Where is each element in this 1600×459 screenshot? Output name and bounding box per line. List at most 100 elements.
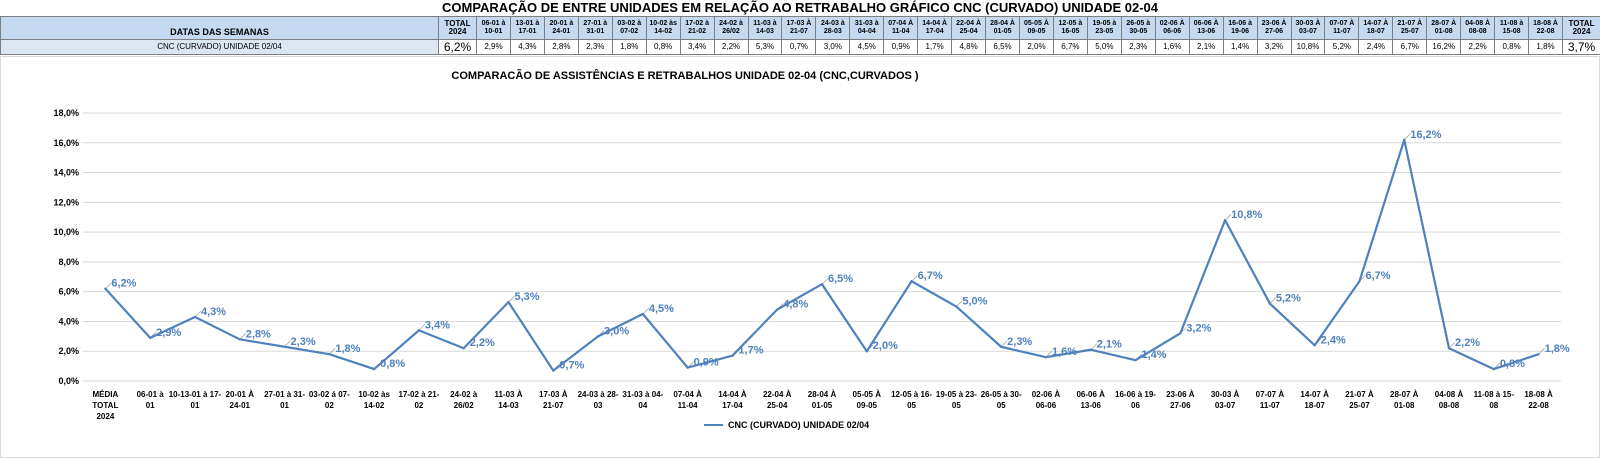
label-leader [419, 324, 426, 330]
week-header-cell: 07-04 À 11-04 [883, 16, 919, 40]
week-header-cell: 31-03 à 04-04 [849, 16, 885, 40]
x-tick-line: 16-06 à 19- [1115, 390, 1156, 399]
label-leader [285, 340, 291, 347]
x-tick-line: 01-08 [1394, 401, 1415, 410]
week-header-cell: 22-04 À 25-04 [951, 16, 987, 40]
data-point [865, 350, 868, 353]
week-header-cell: 18-08 À 22-08 [1528, 16, 1563, 40]
x-tick-label: 26-05 à 30- 05 [981, 390, 1022, 410]
week-header-cell: 14-04 À 17-04 [917, 16, 953, 40]
x-tick-label: 28-04 À 01-05 [808, 390, 837, 410]
week-value-cell: 2,4% [1358, 39, 1394, 55]
data-label: 2,4% [1321, 334, 1346, 346]
data-point [1223, 219, 1227, 222]
data-label: 0,8% [380, 358, 405, 370]
total-value-left: 6,2% [438, 39, 477, 55]
week-value-cell: 0,7% [781, 39, 817, 55]
x-tick-label: 06-01 à 01 [137, 390, 165, 410]
data-point [731, 354, 734, 357]
x-tick-label: 14-07 À 18-07 [1300, 390, 1329, 410]
data-point [596, 335, 600, 338]
label-leader [1404, 133, 1411, 140]
data-label: 2,3% [291, 336, 316, 348]
x-tick-line: 13-06 [1080, 401, 1101, 410]
total-value-right: 3,7% [1562, 39, 1600, 55]
label-leader [330, 347, 336, 354]
data-label: 4,5% [649, 303, 674, 315]
data-label: 1,4% [1142, 349, 1167, 361]
week-value-cell: 1,7% [917, 39, 953, 55]
label-leader [688, 361, 694, 367]
week-value-cell: 2,2% [1460, 39, 1496, 55]
x-tick-label: 21-07 À 25-07 [1345, 390, 1374, 410]
x-tick-line: 09-05 [857, 401, 878, 410]
line-chart: COMPARACÃO DE ASSISTÊNCIAS E RETRABALHOS… [53, 69, 1570, 430]
x-tick-label: 17-03 À 21-07 [539, 390, 568, 410]
data-point [1358, 280, 1361, 283]
data-point [417, 329, 421, 332]
week-value-cell: 5,3% [747, 39, 783, 55]
week-value-cell: 0,8% [645, 39, 681, 55]
week-value-cell: 3,0% [815, 39, 851, 55]
week-header-cell: 23-06 À 27-06 [1256, 16, 1292, 40]
x-tick-line: 17-04 [722, 401, 743, 410]
x-tick-line: 28-04 À [808, 390, 837, 399]
x-tick-line: 30-03 À [1211, 390, 1240, 399]
week-header-cell: 02-06 À 06-06 [1154, 16, 1190, 40]
x-tick-line: 02 [414, 401, 423, 410]
x-tick-line: 05 [952, 401, 961, 410]
grid-lines [83, 112, 1561, 382]
y-tick-label: 18,0% [53, 108, 79, 118]
data-label: 0,7% [559, 360, 584, 372]
y-axis: 0,0% 2,0% 4,0% 6,0% 8,0% 10,0% 12,0% 14,0% 16,0%… [53, 108, 79, 386]
data-label: 10,8% [1231, 209, 1262, 221]
data-point [1537, 353, 1540, 356]
data-label: 2,1% [1097, 339, 1122, 351]
table-header-row: DATAS DAS SEMANAS TOTAL 2024 06-01 à 10-… [0, 16, 1600, 40]
x-tick-line: 06-01 à [137, 390, 165, 399]
x-tick-line: 03-07 [1215, 401, 1236, 410]
chart-area: COMPARACÃO DE ASSISTÊNCIAS E RETRABALHOS… [0, 56, 1600, 458]
x-tick-label: 06-06 À 13-06 [1076, 390, 1105, 410]
data-label: 5,3% [514, 291, 539, 303]
label-leader [106, 282, 112, 288]
y-tick-label: 16,0% [53, 138, 79, 148]
x-tick-label: MÉDIA TOTAL 2024 [92, 390, 118, 421]
label-leader [912, 274, 918, 281]
x-tick-line: 06-06 À [1076, 390, 1105, 399]
y-tick-label: 12,0% [53, 197, 79, 207]
x-tick-line: 11-07 [1260, 401, 1281, 410]
week-header-cell: 27-01 à 31-01 [577, 16, 613, 40]
x-tick-line: 24-03 à 28- [578, 390, 619, 399]
data-label: 2,3% [1007, 336, 1032, 348]
x-tick-label: 30-03 À 03-07 [1211, 390, 1240, 410]
week-header-cell: 16-06 à 19-06 [1222, 16, 1258, 40]
data-point [507, 300, 510, 304]
x-tick-label: 20-01 À 24-01 [226, 390, 255, 410]
data-point [999, 345, 1003, 348]
data-point [462, 347, 465, 350]
label-leader [1539, 347, 1545, 354]
data-point [1044, 355, 1048, 359]
data-label: 0,8% [1500, 358, 1525, 370]
x-tick-label: 11-03 À 14-03 [494, 390, 522, 410]
x-tick-line: 03 [594, 401, 603, 410]
x-tick-line: 04-08 À [1435, 390, 1464, 399]
x-tick-line: 31-03 à 04- [622, 390, 663, 399]
data-point [641, 312, 645, 316]
x-tick-line: 14-07 À [1300, 390, 1329, 399]
label-leader [240, 333, 247, 339]
x-tick-line: 21-07 À [1345, 390, 1374, 399]
x-tick-line: 03-02 á 07- [309, 390, 350, 399]
data-label: 2,0% [873, 340, 898, 352]
x-tick-label: 18-08 À 22-08 [1524, 390, 1553, 410]
week-value-cell: 2,1% [1188, 39, 1224, 55]
week-value-cell: 6,5% [985, 39, 1020, 55]
x-tick-label: 11-08 à 15- 08 [1474, 390, 1515, 410]
data-label: 1,8% [1545, 343, 1570, 355]
x-tick-line: 05 [907, 401, 916, 410]
week-value-cell: 4,5% [849, 39, 885, 55]
data-point [1179, 332, 1182, 335]
data-label: 6,7% [1365, 270, 1390, 282]
